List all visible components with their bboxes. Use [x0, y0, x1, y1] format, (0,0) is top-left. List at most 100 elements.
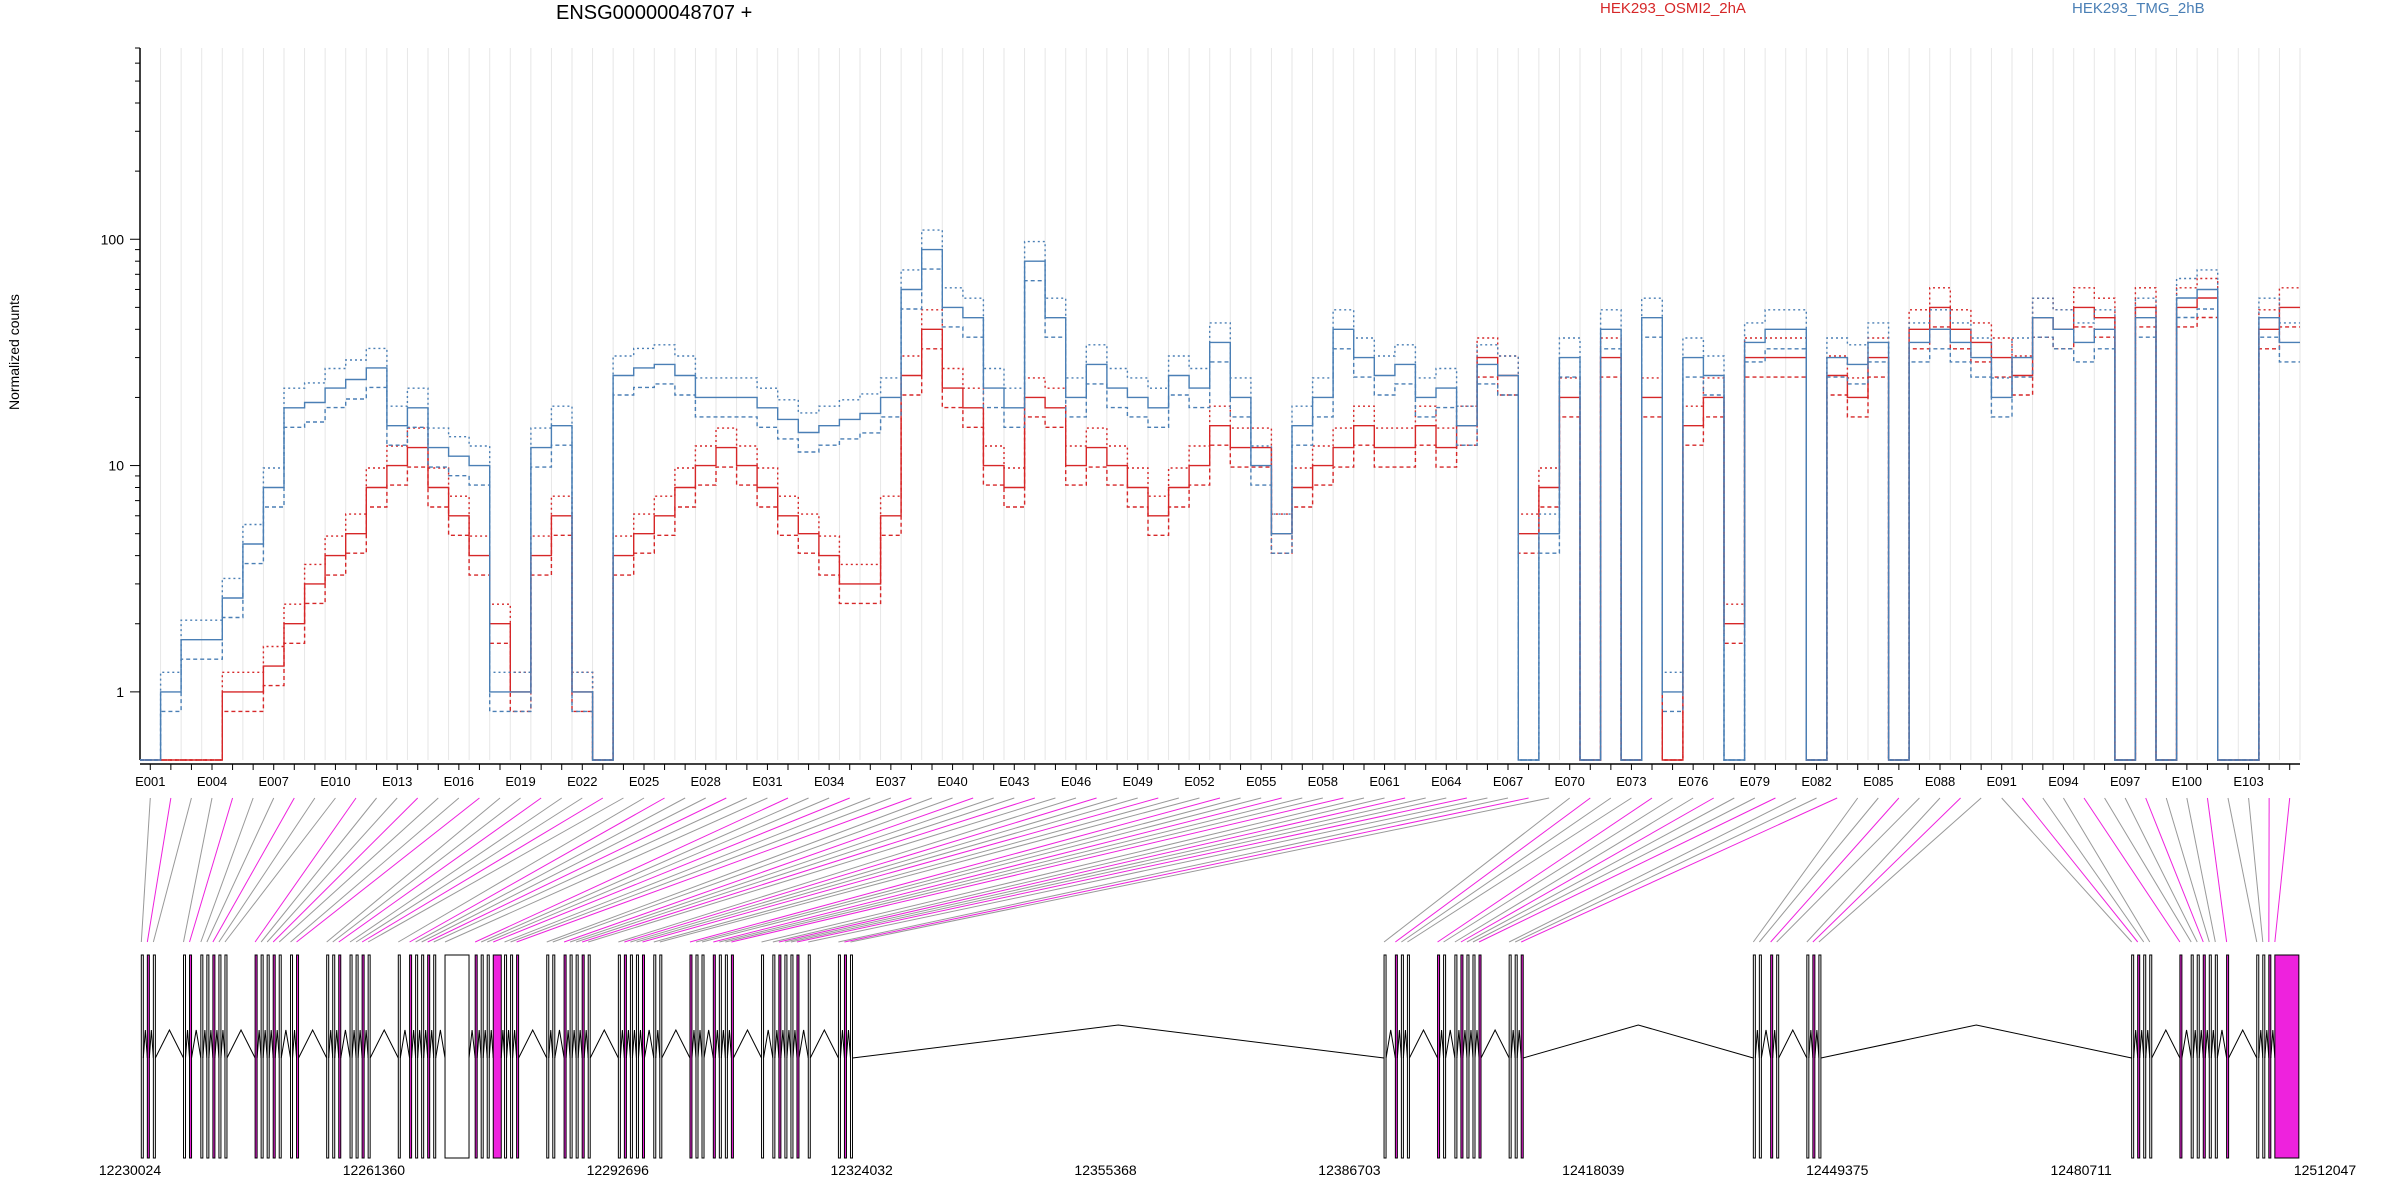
exon-connector [1472, 797, 1756, 943]
genomic-coordinate-label: 12292696 [587, 1162, 650, 1178]
exon-connector [349, 797, 562, 943]
exon-connector [218, 797, 316, 943]
intron-line [1468, 1029, 1474, 1059]
exon-connector [1407, 797, 1632, 943]
exon-connector [653, 797, 1179, 943]
x-tick-label: E001 [135, 774, 165, 789]
exon-connector [636, 797, 1138, 943]
legend-tmg: HEK293_TMG_2hB [2072, 0, 2205, 17]
intron-line [583, 1029, 589, 1059]
exon-block [278, 954, 282, 1159]
intron-line [2264, 1029, 2270, 1059]
exon-block [189, 954, 193, 1159]
x-tick-label: E046 [1061, 774, 1091, 789]
exon-connector [272, 797, 419, 943]
intron-line [577, 1029, 583, 1059]
intron-line [1402, 1029, 1408, 1059]
intron-line [488, 1029, 494, 1059]
series-line-tmg [140, 268, 2300, 761]
x-tick-label: E031 [752, 774, 782, 789]
exon-connector [1818, 797, 1982, 943]
exon-connector [1443, 797, 1673, 943]
genomic-coordinate-label: 12386703 [1318, 1162, 1381, 1178]
x-tick-label: E016 [444, 774, 474, 789]
x-tick-label: E058 [1308, 774, 1338, 789]
exon-block [587, 954, 591, 1159]
x-tick-label: E091 [1987, 774, 2017, 789]
x-tick-label: E067 [1493, 774, 1523, 789]
intron-line [2228, 1028, 2258, 1059]
exon-connector [355, 797, 583, 943]
exon-connector [1437, 797, 1653, 943]
intron-line [411, 1029, 417, 1059]
y-tick-label: 1 [116, 684, 124, 700]
intron-line [2216, 1029, 2228, 1059]
intron-line [554, 1029, 565, 1059]
intron-line [482, 1029, 488, 1059]
exon-connector [189, 797, 234, 943]
exon-block [367, 954, 371, 1159]
exon-connector [1454, 797, 1694, 943]
exon-connector [772, 797, 1385, 943]
intron-line [208, 1029, 214, 1059]
intron-line [732, 1028, 762, 1059]
intron-line [1439, 1029, 1445, 1059]
intron-line [328, 1029, 334, 1059]
genomic-coordinate-label: 12418039 [1562, 1162, 1625, 1178]
exon-connector [808, 797, 1488, 943]
intron-line [625, 1029, 631, 1059]
intron-line [619, 1029, 625, 1059]
exon-block [433, 954, 437, 1159]
series-line-tmg [140, 248, 2300, 761]
exon-connector [2062, 797, 2151, 943]
intron-line [369, 1028, 399, 1059]
intron-line [274, 1029, 280, 1059]
series-line-osmi2 [140, 316, 2300, 761]
intron-line [1760, 1029, 1772, 1059]
intron-line [226, 1028, 256, 1059]
exon-connector [480, 797, 809, 943]
genomic-coordinate-label: 12230024 [99, 1162, 162, 1178]
intron-line [214, 1029, 220, 1059]
x-tick-label: E022 [567, 774, 597, 789]
intron-line [1772, 1029, 1778, 1059]
intron-line [1516, 1029, 1522, 1059]
intron-line [142, 1029, 148, 1059]
x-tick-label: E049 [1123, 774, 1153, 789]
exon-connector [367, 797, 624, 943]
exon-block [1818, 954, 1822, 1159]
intron-line [1808, 1029, 1814, 1059]
exon-connector [504, 797, 871, 943]
exon-connector [1770, 797, 1900, 943]
exon-connector [1752, 797, 1859, 943]
intron-line [780, 1029, 786, 1059]
exon-connector [695, 797, 1241, 943]
exon-connector [546, 797, 933, 943]
intron-line [637, 1029, 643, 1059]
exon-block [1406, 954, 1410, 1159]
exon-connector [260, 797, 377, 943]
exon-connector [2124, 797, 2198, 943]
exon-connector [146, 797, 172, 943]
intron-line [631, 1029, 637, 1059]
exon-connector [1758, 797, 1879, 943]
intron-line [262, 1029, 268, 1059]
exon-connector [563, 797, 974, 943]
intron-line [1820, 1024, 2132, 1059]
exon-block [1443, 954, 1447, 1159]
x-tick-label: E079 [1740, 774, 1770, 789]
exon-connector [415, 797, 686, 943]
intron-line [148, 1029, 154, 1059]
genomic-coordinate-label: 12261360 [343, 1162, 406, 1178]
intron-line [661, 1028, 691, 1059]
exon-connector [713, 797, 1282, 943]
intron-line [1385, 1029, 1396, 1059]
exon-connector [1460, 797, 1714, 943]
exon-block [397, 954, 401, 1159]
intron-line [518, 1028, 548, 1059]
intron-line [1523, 1024, 1754, 1059]
exon-block [338, 954, 342, 1159]
intron-line [1480, 1028, 1510, 1059]
exon-block [224, 954, 228, 1159]
exon-connector [575, 797, 1015, 943]
